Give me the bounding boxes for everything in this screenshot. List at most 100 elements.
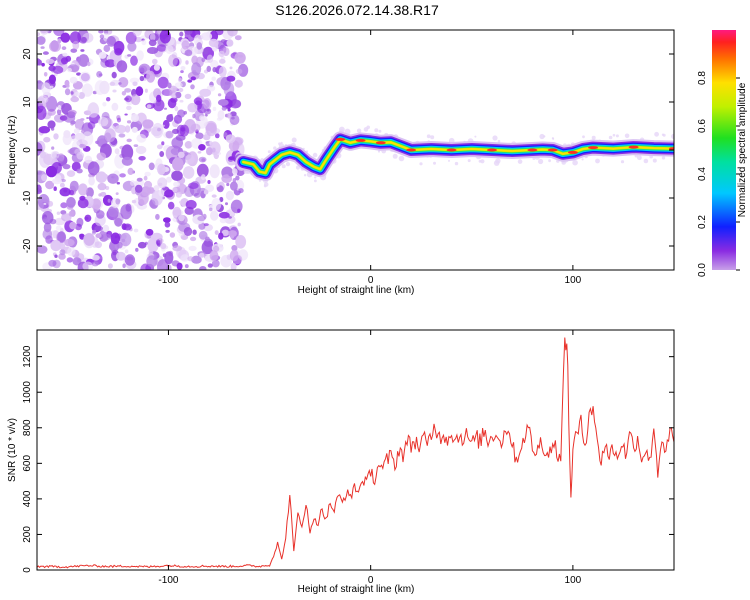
noise-blob bbox=[180, 70, 184, 74]
spectrogram-x-label: Height of straight line (km) bbox=[298, 285, 415, 296]
noise-blob bbox=[88, 176, 95, 186]
snr-panel: -100 0 100 0 200 400 600 800 1000 1200 Height of… bbox=[7, 329, 675, 595]
ridge-halo-dot bbox=[652, 158, 657, 163]
ridge-halo-dot bbox=[273, 146, 277, 150]
noise-blob bbox=[106, 36, 117, 47]
noise-blob bbox=[176, 262, 183, 270]
noise-blob bbox=[99, 34, 105, 39]
snr-x-label: Height of straight line (km) bbox=[298, 584, 415, 595]
noise-blob bbox=[59, 249, 66, 256]
ridge-halo-dot bbox=[582, 135, 585, 139]
noise-blob bbox=[152, 122, 164, 139]
noise-blob bbox=[91, 261, 99, 267]
noise-blob bbox=[62, 164, 71, 170]
noise-blob bbox=[234, 79, 243, 88]
colorbar-tick-label: 0.8 bbox=[697, 71, 708, 85]
noise-blob bbox=[221, 229, 230, 236]
noise-blob bbox=[115, 192, 119, 196]
noise-blob bbox=[187, 102, 198, 113]
noise-blob bbox=[78, 183, 88, 196]
noise-blob bbox=[170, 97, 178, 103]
noise-blob bbox=[80, 118, 85, 121]
noise-blob bbox=[205, 122, 217, 137]
noise-blob bbox=[229, 66, 233, 70]
noise-blob bbox=[48, 74, 57, 85]
noise-blob bbox=[210, 210, 219, 221]
noise-blob bbox=[107, 198, 111, 203]
noise-blob bbox=[209, 250, 219, 262]
ridge-halo-dot bbox=[285, 162, 291, 167]
noise-blob bbox=[159, 151, 165, 157]
noise-blob bbox=[231, 245, 238, 251]
noise-blob bbox=[134, 184, 143, 193]
noise-blob bbox=[116, 251, 126, 261]
noise-blob bbox=[168, 54, 178, 67]
noise-blob bbox=[234, 35, 242, 41]
noise-blob bbox=[96, 71, 103, 78]
noise-blob bbox=[118, 77, 129, 88]
ridge-halo-dot bbox=[426, 134, 431, 139]
noise-blob bbox=[191, 62, 202, 76]
noise-blob bbox=[130, 180, 135, 186]
noise-blob bbox=[79, 144, 87, 149]
noise-blob bbox=[38, 126, 51, 134]
noise-blob bbox=[107, 206, 119, 218]
ridge-halo-dot bbox=[591, 135, 596, 140]
noise-blob bbox=[203, 223, 209, 227]
ridge-hotspot bbox=[335, 137, 346, 141]
noise-blob bbox=[159, 30, 171, 44]
noise-blob bbox=[148, 39, 157, 47]
noise-blob bbox=[136, 133, 147, 143]
noise-blob bbox=[178, 87, 184, 93]
noise-blob bbox=[197, 151, 202, 154]
noise-blob bbox=[94, 241, 100, 246]
noise-blob bbox=[152, 58, 158, 65]
noise-blob bbox=[53, 186, 57, 191]
noise-blob bbox=[162, 253, 167, 257]
noise-blob bbox=[210, 60, 219, 69]
noise-blob bbox=[87, 102, 100, 118]
noise-blob bbox=[104, 59, 116, 68]
noise-blob bbox=[66, 170, 76, 178]
noise-blob bbox=[56, 211, 61, 215]
ridge-halo-dot bbox=[671, 133, 674, 139]
noise-blob bbox=[212, 67, 217, 73]
noise-blob bbox=[166, 176, 172, 183]
ridge-hotspot bbox=[446, 148, 457, 152]
noise-blob bbox=[238, 188, 244, 194]
ridge-halo-dot bbox=[291, 137, 297, 143]
noise-blob bbox=[74, 223, 82, 231]
noise-blob bbox=[207, 180, 211, 184]
ridge-hotspot bbox=[669, 147, 674, 151]
y-tick-label: -10 bbox=[22, 190, 33, 205]
noise-blob bbox=[211, 259, 220, 268]
noise-blob bbox=[172, 157, 184, 172]
noise-blob bbox=[207, 263, 213, 268]
noise-blob bbox=[109, 243, 115, 250]
noise-blob bbox=[51, 151, 60, 160]
noise-blob bbox=[62, 133, 72, 146]
noise-blob bbox=[225, 190, 234, 201]
noise-blob bbox=[218, 232, 224, 240]
colorbar: 0.0 0.2 0.4 0.6 0.8 Normalized spectral ampl… bbox=[697, 30, 748, 277]
noise-blob bbox=[217, 110, 225, 120]
noise-blob bbox=[226, 182, 230, 187]
noise-blob bbox=[146, 70, 156, 83]
noise-blob bbox=[181, 40, 190, 50]
noise-blob bbox=[67, 67, 72, 73]
ridge-halo-dot bbox=[474, 135, 477, 138]
noise-blob bbox=[119, 232, 132, 247]
noise-blob bbox=[171, 170, 183, 181]
noise-blob bbox=[177, 77, 183, 83]
noise-blob bbox=[84, 214, 92, 222]
noise-blob bbox=[124, 113, 128, 116]
noise-blob bbox=[157, 76, 169, 89]
noise-blob bbox=[190, 84, 195, 90]
ridge-halo-dot bbox=[312, 152, 318, 158]
noise-blob bbox=[190, 76, 196, 81]
noise-blob bbox=[116, 181, 121, 185]
noise-blob bbox=[69, 31, 82, 45]
ridge-hotspot bbox=[567, 150, 578, 154]
noise-blob bbox=[70, 120, 76, 125]
noise-region bbox=[37, 30, 249, 270]
